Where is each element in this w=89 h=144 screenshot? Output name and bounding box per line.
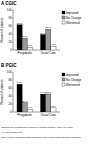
bar (27, 109, 32, 112)
data-label: 63.2% (17, 22, 23, 24)
y-tick-label: 20 (8, 102, 12, 106)
y-label: Percent of patients (0, 17, 4, 43)
y-tick (12, 112, 13, 113)
legend-swatch (62, 78, 65, 81)
y-axis (13, 72, 14, 112)
bar (17, 25, 22, 50)
bar (46, 94, 51, 112)
bar (17, 84, 22, 112)
legend-label: Worsened (66, 83, 80, 87)
legend-label: Worsened (66, 21, 80, 25)
data-label: 23.4% (22, 100, 28, 102)
y-tick-label: 80 (8, 16, 12, 20)
title: A CGIC (1, 1, 17, 6)
data-label: 7.1% (28, 106, 33, 108)
legend-label: No Change (66, 78, 82, 82)
legend-swatch (62, 83, 65, 86)
bar (22, 103, 27, 112)
data-label: 29.8% (22, 35, 28, 37)
y-tick (12, 88, 13, 89)
x-tick-label: Pregabalin (18, 113, 33, 117)
figure: A CGIC Percent of patients 0 20 40 60 80 100 Pre… (0, 0, 89, 144)
x-tick-label: Usual Care (41, 51, 56, 55)
y-tick (12, 104, 13, 105)
data-label: 10.2% (51, 105, 57, 107)
bars (17, 25, 56, 50)
y-tick (12, 10, 13, 11)
data-label: 52.1% (45, 26, 51, 28)
data-label: 45.1% (45, 91, 51, 93)
bar (51, 108, 56, 112)
y-tick-label: 40 (8, 94, 12, 98)
bars (17, 84, 56, 112)
y-tick (12, 34, 13, 35)
legend-swatch (62, 11, 65, 14)
data-label: 69.5% (17, 81, 23, 83)
y-tick-label: 100 (7, 70, 12, 74)
bar (40, 35, 45, 50)
title: B PGIC (1, 63, 17, 68)
bar (22, 38, 27, 50)
data-label: 38.6% (40, 32, 46, 34)
legend-label: Improved (66, 11, 79, 15)
y-tick (12, 80, 13, 81)
y-tick (12, 26, 13, 27)
y-tick-label: 100 (7, 8, 12, 12)
bar (40, 94, 45, 112)
y-tick-label: 60 (8, 24, 12, 28)
y-tick (12, 50, 13, 51)
footnote: * P<0.001 vs usual care (1, 131, 23, 133)
y-tick-label: 80 (8, 78, 12, 82)
y-tick (12, 18, 13, 19)
y-tick-label: 60 (8, 86, 12, 90)
legend-swatch (62, 16, 65, 19)
y-tick-label: 0 (10, 48, 12, 52)
bar (46, 29, 51, 50)
legend-swatch (62, 21, 65, 24)
x-tick-label: Pregabalin (18, 51, 33, 55)
legend-swatch (62, 73, 65, 76)
footnote: CGIC, Clinician Global Impression of Cha… (1, 136, 82, 139)
y-tick (12, 42, 13, 43)
y-tick-label: 20 (8, 40, 12, 44)
y-tick (12, 72, 13, 73)
legend-label: No Change (66, 16, 82, 20)
y-tick-label: 40 (8, 32, 12, 36)
bar (51, 46, 56, 50)
data-label: 7.0% (28, 44, 33, 46)
x-tick-label: Usual Care (41, 113, 56, 117)
footnote: Categories are collapsed from "Improved"… (1, 126, 73, 129)
legend-label: Improved (66, 73, 79, 77)
panel: A CGIC Percent of patients 0 20 40 60 80 100 Pre… (0, 1, 82, 55)
y-tick-label: 0 (10, 110, 12, 114)
y-tick (12, 96, 13, 97)
panel: B PGIC Percent of patients 0 20 40 60 80 100 Pre… (0, 63, 82, 117)
y-axis (13, 10, 14, 50)
bar (27, 47, 32, 50)
y-label: Percent of patients (0, 79, 4, 105)
data-label: 9.3% (51, 43, 56, 45)
